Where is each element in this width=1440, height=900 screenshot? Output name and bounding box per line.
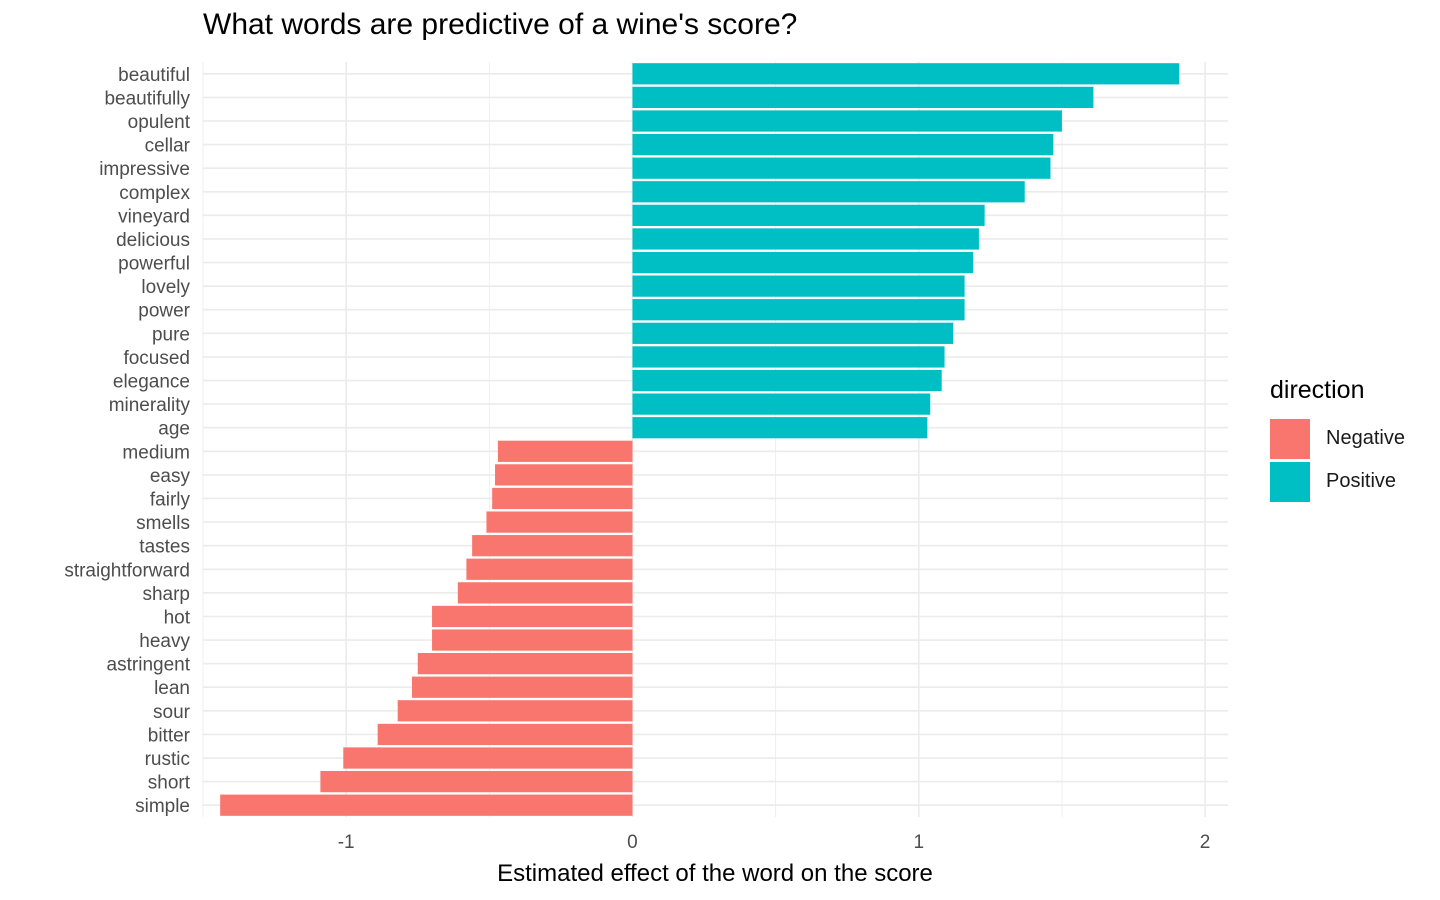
bar-tastes [472,535,633,557]
chart-title: What words are predictive of a wine's sc… [203,8,798,41]
bar-focused [632,346,945,368]
y-tick-label-astringent: astringent [107,655,191,676]
y-tick-label-powerful: powerful [118,254,190,275]
legend-title: direction [1270,376,1365,404]
bar-minerality [632,393,931,415]
legend-item-positive: Positive [1270,460,1405,503]
y-tick-label-short: short [148,773,191,794]
y-tick-label-tastes: tastes [139,537,190,558]
y-tick-label-simple: simple [135,796,190,817]
x-tick-label: -1 [338,832,355,853]
bar-lean [412,676,633,698]
bar-beautifully [632,86,1094,109]
bar-lovely [632,275,965,297]
y-tick-label-hot: hot [164,607,191,628]
bar-pure [632,322,954,344]
bar-simple [220,794,633,816]
y-tick-label-impressive: impressive [99,159,190,180]
y-tick-label-minerality: minerality [109,395,191,416]
bar-opulent [632,110,1062,132]
y-tick-label-beautiful: beautiful [118,65,190,86]
y-tick-label-vineyard: vineyard [118,206,190,227]
bars [220,63,1180,816]
bar-cellar [632,133,1054,156]
y-tick-label-elegance: elegance [113,372,190,393]
y-tick-label-bitter: bitter [148,725,191,746]
x-axis-label: Estimated effect of the word on the scor… [497,860,933,887]
y-tick-label-fairly: fairly [150,489,191,510]
y-tick-label-delicious: delicious [116,230,190,251]
y-tick-label-age: age [158,419,190,440]
y-tick-label-focused: focused [123,348,190,369]
bar-astringent [417,653,633,675]
bar-short [320,770,633,793]
bar-age [632,417,928,439]
bar-medium [497,440,633,462]
y-tick-label-medium: medium [122,442,190,463]
bar-complex [632,181,1025,203]
legend-swatch-negative [1270,418,1310,459]
bar-hot [432,605,633,628]
legend-item-negative: Negative [1270,417,1405,460]
bar-impressive [632,157,1051,179]
y-tick-label-rustic: rustic [145,749,190,770]
y-tick-label-cellar: cellar [145,136,191,157]
legend-label-negative: Negative [1326,427,1405,449]
x-tick-label: 0 [627,832,638,853]
bar-heavy [432,629,633,651]
y-tick-label-pure: pure [152,324,190,345]
bar-fairly [492,487,633,510]
y-tick-label-sour: sour [153,702,191,723]
y-tick-label-lovely: lovely [141,277,190,298]
y-tick-label-beautifully: beautifully [104,88,190,109]
bar-straightforward [466,558,633,580]
bar-delicious [632,228,979,250]
y-tick-label-straightforward: straightforward [64,560,190,581]
bar-power [632,299,965,321]
y-tick-label-complex: complex [119,183,190,204]
bar-beautiful [632,63,1180,85]
bar-vineyard [632,204,985,226]
bar-smells [486,511,633,533]
legend: direction Negative Positive [1270,376,1405,503]
y-tick-label-opulent: opulent [128,112,191,133]
x-tick-label: 1 [913,832,924,853]
x-axis-tick-labels: -1 0 1 2 [338,832,1211,853]
x-tick-label: 2 [1200,832,1211,853]
bar-sour [397,700,633,722]
bar-powerful [632,251,974,274]
bar-rustic [343,747,633,769]
bar-elegance [632,369,942,392]
y-tick-label-smells: smells [136,513,190,534]
bar-bitter [377,723,633,746]
y-tick-label-easy: easy [150,466,191,487]
y-tick-label-sharp: sharp [142,584,190,605]
y-tick-label-power: power [138,301,190,322]
bar-sharp [457,582,633,604]
legend-swatch-positive [1270,461,1310,502]
legend-label-positive: Positive [1326,470,1397,492]
y-tick-label-heavy: heavy [139,631,190,652]
y-tick-label-lean: lean [154,678,190,699]
bar-easy [495,464,633,486]
